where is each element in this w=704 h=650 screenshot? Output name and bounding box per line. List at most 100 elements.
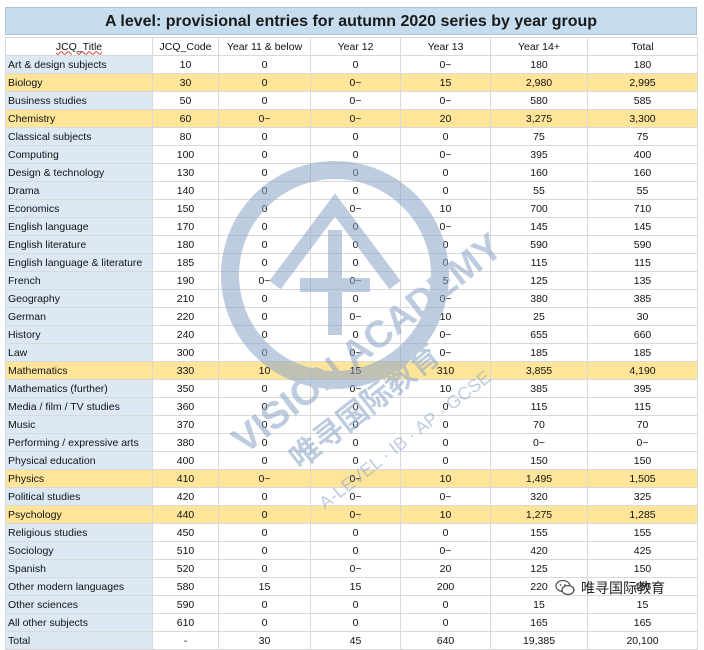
col-header-jcq-code: JCQ_Code (152, 37, 219, 56)
cell-year12: 0 (310, 253, 401, 272)
cell-year13: 0~ (400, 541, 491, 560)
cell-year11: 0 (218, 613, 311, 632)
cell-total: 150 (587, 559, 698, 578)
cell-jcq-code: 220 (152, 307, 219, 326)
cell-total: 425 (587, 541, 698, 560)
col-header-total: Total (587, 37, 698, 56)
cell-year11: 0 (218, 199, 311, 218)
cell-year12: 0 (310, 235, 401, 254)
cell-jcq-title: Music (5, 415, 153, 434)
cell-total: 135 (587, 271, 698, 290)
cell-total: 1,505 (587, 469, 698, 488)
table-row: Law 300 0 0~ 0~ 185 185 (5, 343, 698, 362)
cell-total: 75 (587, 127, 698, 146)
cell-year14: 115 (490, 397, 588, 416)
total-row: Total -30 45 640 19,385 20,100 (5, 631, 698, 650)
cell-jcq-code: 140 (152, 181, 219, 200)
cell-year13: 0 (400, 181, 491, 200)
table-header-row: JCQ_Title JCQ_Code Year 11 & below Year … (5, 37, 698, 56)
cell-jcq-code: 610 (152, 613, 219, 632)
cell-year12: 0~ (310, 343, 401, 362)
cell-total: 710 (587, 199, 698, 218)
cell-year13: 0~ (400, 145, 491, 164)
cell-total: 155 (587, 523, 698, 542)
cell-year11: 0 (218, 307, 311, 326)
cell-jcq-code: 150 (152, 199, 219, 218)
table-row: Music 370 0 0 0 70 70 (5, 415, 698, 434)
cell-year12: 0~ (310, 505, 401, 524)
cell-year14: 385 (490, 379, 588, 398)
cell-year13: 0~ (400, 289, 491, 308)
table-row: Media / film / TV studies 360 0 0 0 115 115 (5, 397, 698, 416)
cell-year12: 0~ (310, 469, 401, 488)
cell-year14: 180 (490, 55, 588, 74)
cell-jcq-title: Mathematics (further) (5, 379, 153, 398)
cell-year11: 0 (218, 91, 311, 110)
cell-year12: 0 (310, 613, 401, 632)
cell-total: 55 (587, 181, 698, 200)
cell-year13: 0 (400, 595, 491, 614)
cell-year11: 0 (218, 127, 311, 146)
cell-year12: 0~ (310, 307, 401, 326)
cell-year11: 30 (218, 631, 311, 650)
cell-jcq-title: Total (5, 631, 153, 650)
table-row: Political studies 420 0 0~ 0~ 320 325 (5, 487, 698, 506)
cell-jcq-title: History (5, 325, 153, 344)
cell-year11: 0 (218, 487, 311, 506)
table-row: Religious studies 450 0 0 0 155 155 (5, 523, 698, 542)
cell-jcq-title: German (5, 307, 153, 326)
cell-year14: 3,275 (490, 109, 588, 128)
cell-jcq-title: English literature (5, 235, 153, 254)
cell-jcq-code: - (152, 631, 219, 650)
table-row: Sociology 510 0 0 0~ 420 425 (5, 541, 698, 560)
cell-total: 395 (587, 379, 698, 398)
cell-year13: 0~ (400, 325, 491, 344)
cell-year13: 0~ (400, 487, 491, 506)
cell-jcq-code: 170 (152, 217, 219, 236)
cell-year11: 0 (218, 451, 311, 470)
cell-year13: 0 (400, 451, 491, 470)
cell-total: 150 (587, 451, 698, 470)
cell-jcq-code: 350 (152, 379, 219, 398)
cell-year13: 5 (400, 271, 491, 290)
cell-jcq-title: Psychology (5, 505, 153, 524)
cell-year11: 0 (218, 163, 311, 182)
cell-jcq-title: Spanish (5, 559, 153, 578)
table-row: Biology 30 0 0~ 15 2,980 2,995 (5, 73, 698, 92)
cell-year13: 10 (400, 505, 491, 524)
cell-total: 160 (587, 163, 698, 182)
cell-jcq-code: 420 (152, 487, 219, 506)
cell-jcq-code: 185 (152, 253, 219, 272)
cell-year13: 0 (400, 523, 491, 542)
cell-jcq-title: Other modern languages (5, 577, 153, 596)
table-row: Mathematics 330 10 15 310 3,855 4,190 (5, 361, 698, 380)
cell-jcq-code: 380 (152, 433, 219, 452)
cell-jcq-title: Business studies (5, 91, 153, 110)
cell-year11: 0 (218, 433, 311, 452)
table-title: A level: provisional entries for autumn … (5, 7, 697, 35)
cell-year12: 0 (310, 127, 401, 146)
cell-year12: 0 (310, 217, 401, 236)
cell-year14: 115 (490, 253, 588, 272)
cell-year14: 3,855 (490, 361, 588, 380)
cell-year11: 0 (218, 55, 311, 74)
table-row: Other sciences 590 0 0 0 15 15 (5, 595, 698, 614)
cell-year11: 0 (218, 523, 311, 542)
cell-year14: 320 (490, 487, 588, 506)
cell-jcq-title: Mathematics (5, 361, 153, 380)
cell-jcq-title: Performing / expressive arts (5, 433, 153, 452)
cell-year13: 15 (400, 73, 491, 92)
col-header-year12: Year 12 (310, 37, 401, 56)
wechat-icon (555, 579, 575, 596)
cell-year14: 25 (490, 307, 588, 326)
cell-year14: 160 (490, 163, 588, 182)
cell-year13: 0~ (400, 55, 491, 74)
cell-jcq-code: 10 (152, 55, 219, 74)
cell-year11: 0~ (218, 469, 311, 488)
cell-jcq-title: Design & technology (5, 163, 153, 182)
cell-total: 15 (587, 595, 698, 614)
cell-year14: 1,275 (490, 505, 588, 524)
cell-year12: 0 (310, 325, 401, 344)
cell-year12: 0 (310, 397, 401, 416)
cell-year14: 580 (490, 91, 588, 110)
